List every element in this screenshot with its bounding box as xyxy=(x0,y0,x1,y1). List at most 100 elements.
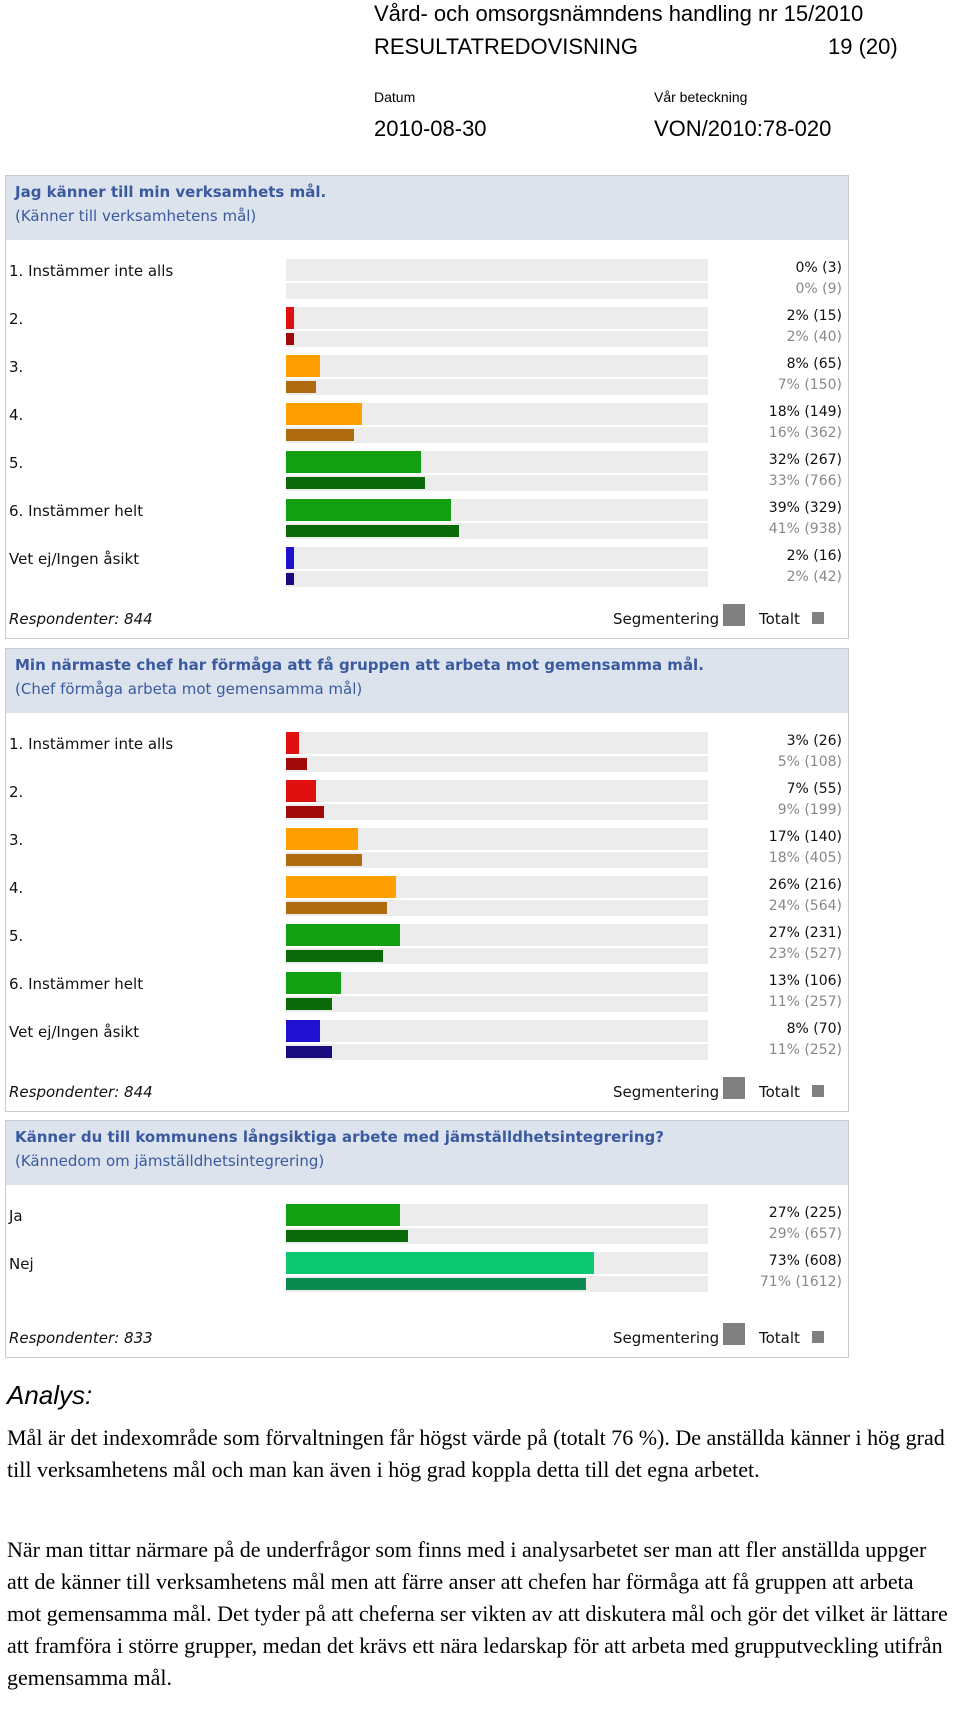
chart-footer: Respondenter: 833 Segmentering Totalt xyxy=(6,1323,848,1351)
total-value-label: 24% (564) xyxy=(768,898,842,914)
chart-row: 6. Instämmer helt 13% (106) 11% (257) xyxy=(6,972,848,1020)
legend-total-label: Totalt xyxy=(759,1083,800,1101)
total-bar-track xyxy=(286,804,708,820)
segment-bar xyxy=(286,1204,400,1226)
total-value-label: 2% (42) xyxy=(786,569,842,585)
segment-value-label: 7% (55) xyxy=(786,781,842,797)
segment-bar-track xyxy=(286,924,708,946)
total-bar-track xyxy=(286,1276,708,1292)
segment-bar xyxy=(286,499,451,521)
total-bar xyxy=(286,573,295,585)
segment-value-label: 13% (106) xyxy=(768,973,842,989)
segment-value-label: 39% (329) xyxy=(768,500,842,516)
respondents-count: Respondenter: 844 xyxy=(9,610,153,628)
legend-segment-label: Segmentering xyxy=(613,610,720,628)
segment-bar xyxy=(286,828,358,850)
chart-row: Vet ej/Ingen åsikt 8% (70) 11% (252) xyxy=(6,1020,848,1068)
category-label: Vet ej/Ingen åsikt xyxy=(9,1023,140,1041)
chart-header: Jag känner till min verksamhets mål. (Kän… xyxy=(6,176,848,240)
segment-bar-track xyxy=(286,259,708,281)
total-bar xyxy=(286,1278,586,1290)
legend-total-label: Totalt xyxy=(759,610,800,628)
category-label: 5. xyxy=(9,927,24,945)
total-value-label: 23% (527) xyxy=(768,946,842,962)
segment-bar-track xyxy=(286,1020,708,1042)
total-bar-track xyxy=(286,379,708,395)
legend-segment-label: Segmentering xyxy=(613,1329,720,1347)
chart-footer: Respondenter: 844 Segmentering Totalt xyxy=(6,604,848,632)
chart-row: 2. 7% (55) 9% (199) xyxy=(6,780,848,828)
segment-bar xyxy=(286,972,341,994)
chart-title: Jag känner till min verksamhets mål. xyxy=(15,183,327,201)
total-bar xyxy=(286,998,333,1010)
category-label: 4. xyxy=(9,406,24,424)
category-label: 6. Instämmer helt xyxy=(9,975,144,993)
total-bar xyxy=(286,950,384,962)
total-value-label: 33% (766) xyxy=(768,473,842,489)
total-value-label: 5% (108) xyxy=(777,754,842,770)
legend-total-swatch xyxy=(812,612,824,624)
total-value-label: 9% (199) xyxy=(777,802,842,818)
segment-bar xyxy=(286,780,316,802)
segment-value-label: 27% (225) xyxy=(768,1205,842,1221)
total-bar xyxy=(286,902,388,914)
total-bar xyxy=(286,758,308,770)
total-bar xyxy=(286,477,426,489)
segment-value-label: 26% (216) xyxy=(768,877,842,893)
chart-row: 3. 8% (65) 7% (150) xyxy=(6,355,848,403)
segment-value-label: 27% (231) xyxy=(768,925,842,941)
segment-bar xyxy=(286,924,400,946)
segment-bar-track xyxy=(286,499,708,521)
chart-row: 4. 18% (149) 16% (362) xyxy=(6,403,848,451)
survey-chart-panel: Känner du till kommunens långsiktiga arb… xyxy=(5,1120,849,1358)
total-bar-track xyxy=(286,571,708,587)
legend-segment-swatch xyxy=(723,1077,745,1099)
date-label: Datum xyxy=(374,89,416,105)
chart-row: 1. Instämmer inte alls 0% (3) 0% (9) xyxy=(6,259,848,307)
total-bar xyxy=(286,429,354,441)
date-value: 2010-08-30 xyxy=(374,116,487,141)
chart-row: 5. 32% (267) 33% (766) xyxy=(6,451,848,499)
analysis-paragraph-2: När man tittar närmare på de underfrågor… xyxy=(7,1537,948,1690)
segment-bar xyxy=(286,732,299,754)
segment-bar-track xyxy=(286,307,708,329)
segment-bar-track xyxy=(286,972,708,994)
segment-value-label: 32% (267) xyxy=(768,452,842,468)
segment-value-label: 8% (65) xyxy=(786,356,842,372)
legend-segment-swatch xyxy=(723,604,745,626)
total-bar-track xyxy=(286,756,708,772)
respondents-count: Respondenter: 833 xyxy=(9,1329,153,1347)
segment-value-label: 18% (149) xyxy=(768,404,842,420)
chart-row: 4. 26% (216) 24% (564) xyxy=(6,876,848,924)
legend-segment-label: Segmentering xyxy=(613,1083,720,1101)
document-title: Vård- och omsorgsnämndens handling nr 15… xyxy=(374,1,864,26)
total-bar-track xyxy=(286,852,708,868)
total-value-label: 7% (150) xyxy=(777,377,842,393)
total-bar xyxy=(286,854,362,866)
total-bar-track xyxy=(286,523,708,539)
chart-row: 1. Instämmer inte alls 3% (26) 5% (108) xyxy=(6,732,848,780)
chart-row: Vet ej/Ingen åsikt 2% (16) 2% (42) xyxy=(6,547,848,595)
segment-bar xyxy=(286,355,320,377)
chart-header: Min närmaste chef har förmåga att få gru… xyxy=(6,649,848,713)
total-bar xyxy=(286,1046,333,1058)
total-value-label: 71% (1612) xyxy=(759,1274,842,1290)
total-bar-track xyxy=(286,948,708,964)
total-value-label: 11% (257) xyxy=(768,994,842,1010)
segment-bar-track xyxy=(286,451,708,473)
category-label: 1. Instämmer inte alls xyxy=(9,735,174,753)
category-label: 1. Instämmer inte alls xyxy=(9,262,174,280)
category-label: 2. xyxy=(9,310,24,328)
segment-bar-track xyxy=(286,876,708,898)
segment-value-label: 0% (3) xyxy=(795,260,843,276)
segment-value-label: 2% (15) xyxy=(786,308,842,324)
total-bar-track xyxy=(286,427,708,443)
category-label: 4. xyxy=(9,879,24,897)
total-value-label: 41% (938) xyxy=(768,521,842,537)
total-value-label: 16% (362) xyxy=(768,425,842,441)
chart-row: Ja 27% (225) 29% (657) xyxy=(6,1204,848,1252)
segment-bar-track xyxy=(286,547,708,569)
segment-bar xyxy=(286,1252,595,1274)
segment-value-label: 17% (140) xyxy=(768,829,842,845)
segment-bar-track xyxy=(286,780,708,802)
